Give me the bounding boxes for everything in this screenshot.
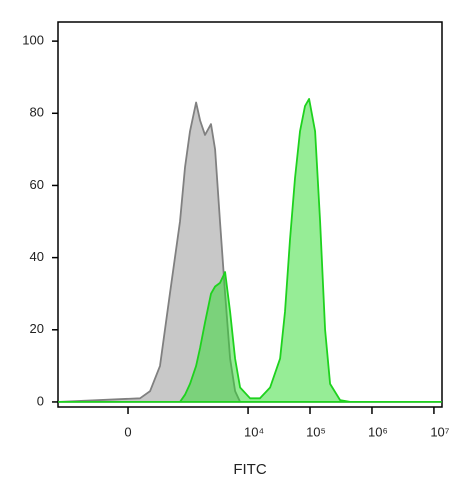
x-tick-label: 0 bbox=[124, 424, 131, 439]
x-tick-label: 10⁷ bbox=[430, 424, 449, 439]
y-tick-label: 20 bbox=[30, 321, 44, 336]
plot-frame bbox=[57, 21, 443, 408]
x-tick-label: 10⁵ bbox=[306, 424, 326, 439]
y-tick-label: 80 bbox=[30, 105, 44, 120]
x-axis-label: FITC bbox=[233, 461, 266, 478]
y-tick-label: 0 bbox=[37, 393, 44, 408]
y-tick-label: 100 bbox=[22, 33, 44, 48]
histogram-area bbox=[58, 98, 442, 403]
y-tick-label: 60 bbox=[30, 177, 44, 192]
x-tick-label: 10⁴ bbox=[244, 424, 264, 439]
y-tick-label: 40 bbox=[30, 249, 44, 264]
histogram-area bbox=[58, 101, 442, 403]
x-tick-label: 10⁶ bbox=[368, 424, 388, 439]
